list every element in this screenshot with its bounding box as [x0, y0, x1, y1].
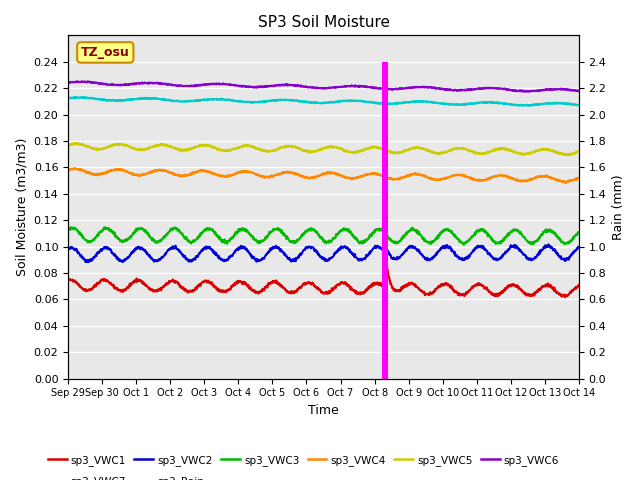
sp3_VWC7 — [282, 97, 289, 103]
sp3_VWC1 — [575, 282, 582, 288]
sp3_VWC5 — [282, 143, 289, 149]
sp3_VWC6 — [104, 82, 112, 88]
sp3_VWC5 — [301, 148, 308, 154]
sp3_VWC5 — [104, 144, 112, 149]
sp3_VWC3 — [104, 225, 112, 231]
sp3_VWC3 — [64, 228, 72, 233]
sp3_VWC3 — [125, 236, 132, 242]
sp3_VWC7 — [355, 98, 363, 104]
Legend: sp3_VWC1, sp3_VWC2, sp3_VWC3, sp3_VWC4, sp3_VWC5, sp3_VWC6: sp3_VWC1, sp3_VWC2, sp3_VWC3, sp3_VWC4, … — [44, 451, 563, 470]
sp3_VWC7 — [104, 97, 112, 103]
X-axis label: Time: Time — [308, 404, 339, 417]
sp3_VWC5 — [292, 144, 300, 150]
sp3_VWC4 — [72, 166, 79, 171]
sp3_VWC5 — [125, 144, 132, 150]
sp3_VWC3 — [460, 242, 468, 248]
sp3_VWC3 — [355, 240, 363, 245]
sp3_VWC7 — [125, 97, 132, 103]
sp3_VWC7 — [515, 103, 522, 108]
sp3_VWC2 — [125, 254, 132, 260]
sp3_VWC7 — [64, 96, 72, 101]
sp3_VWC5 — [575, 148, 582, 154]
Line: sp3_VWC7: sp3_VWC7 — [68, 97, 579, 106]
sp3_VWC5 — [355, 148, 363, 154]
sp3_VWC4 — [104, 169, 112, 175]
sp3_VWC6 — [525, 89, 533, 95]
sp3_VWC2 — [292, 258, 300, 264]
sp3_VWC2 — [64, 246, 72, 252]
sp3_VWC6 — [292, 83, 300, 89]
sp3_VWC6 — [84, 79, 92, 84]
sp3_VWC3 — [301, 229, 308, 235]
sp3_VWC1 — [104, 278, 111, 284]
sp3_VWC1 — [281, 287, 289, 292]
Y-axis label: Soil Moisture (m3/m3): Soil Moisture (m3/m3) — [15, 138, 28, 276]
sp3_VWC7 — [70, 94, 78, 100]
sp3_VWC7 — [575, 103, 582, 108]
sp3_VWC6 — [64, 80, 72, 85]
sp3_VWC1 — [561, 294, 569, 300]
sp3_VWC4 — [125, 170, 132, 176]
sp3_VWC4 — [301, 175, 308, 180]
sp3_VWC4 — [292, 172, 300, 178]
Legend: sp3_VWC7, sp3_Rain: sp3_VWC7, sp3_Rain — [44, 472, 209, 480]
sp3_VWC3 — [282, 232, 289, 238]
sp3_VWC2 — [575, 244, 582, 250]
sp3_VWC6 — [355, 83, 363, 88]
Line: sp3_VWC1: sp3_VWC1 — [68, 250, 579, 297]
Bar — [381, 62, 388, 379]
sp3_VWC2 — [104, 246, 112, 252]
Line: sp3_VWC4: sp3_VWC4 — [68, 168, 579, 183]
sp3_VWC1 — [381, 247, 389, 253]
sp3_VWC6 — [301, 84, 308, 90]
sp3_VWC2 — [282, 252, 289, 258]
sp3_VWC3 — [292, 240, 300, 245]
sp3_VWC4 — [575, 175, 582, 181]
sp3_VWC5 — [564, 153, 572, 158]
sp3_VWC2 — [545, 241, 552, 247]
sp3_VWC2 — [301, 247, 308, 252]
sp3_VWC4 — [355, 175, 363, 180]
Line: sp3_VWC5: sp3_VWC5 — [68, 143, 579, 156]
Line: sp3_VWC6: sp3_VWC6 — [68, 82, 579, 92]
sp3_VWC1 — [301, 280, 308, 286]
sp3_VWC1 — [125, 285, 132, 291]
sp3_VWC3 — [575, 229, 582, 235]
sp3_VWC5 — [64, 143, 72, 149]
sp3_VWC3 — [67, 224, 75, 230]
Text: TZ_osu: TZ_osu — [81, 46, 130, 59]
sp3_VWC2 — [355, 257, 363, 263]
sp3_VWC4 — [562, 180, 570, 186]
sp3_VWC1 — [355, 290, 363, 296]
sp3_VWC1 — [292, 288, 300, 294]
sp3_VWC6 — [575, 88, 582, 94]
sp3_VWC4 — [282, 169, 289, 175]
sp3_VWC6 — [282, 82, 289, 88]
sp3_VWC6 — [125, 82, 132, 88]
sp3_VWC1 — [64, 277, 72, 283]
Y-axis label: Rain (mm): Rain (mm) — [612, 174, 625, 240]
Line: sp3_VWC3: sp3_VWC3 — [68, 227, 579, 245]
sp3_VWC7 — [292, 98, 300, 104]
sp3_VWC4 — [64, 167, 72, 173]
sp3_VWC2 — [84, 259, 92, 265]
sp3_VWC5 — [72, 140, 79, 146]
sp3_VWC7 — [301, 98, 308, 104]
Line: sp3_VWC2: sp3_VWC2 — [68, 244, 579, 262]
Title: SP3 Soil Moisture: SP3 Soil Moisture — [257, 15, 390, 30]
